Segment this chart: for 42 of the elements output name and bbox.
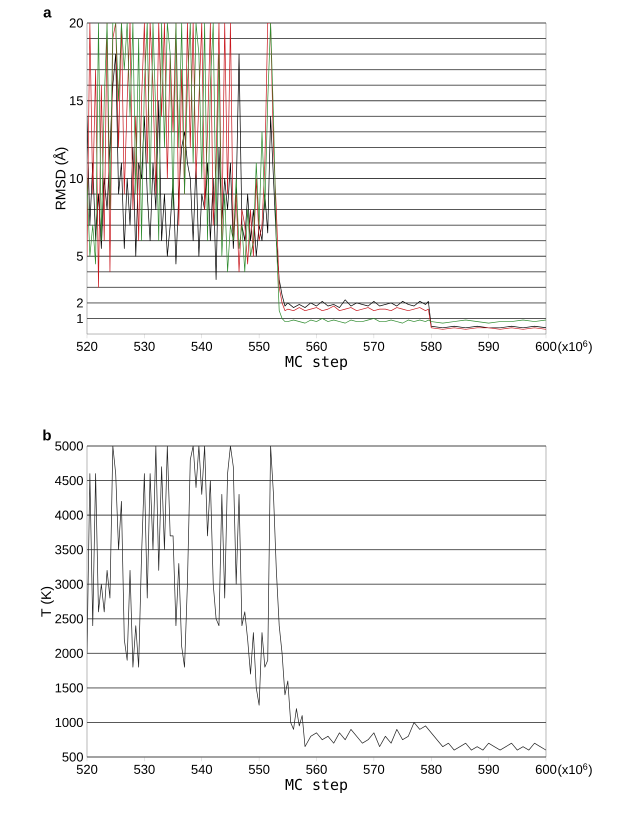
x-tick-label: 530 xyxy=(134,764,155,774)
x-tick-label: 580 xyxy=(420,764,442,774)
y-tick-label: 3000 xyxy=(55,580,83,589)
x-axis-title: MC step xyxy=(286,356,348,370)
x-tick-label: 550 xyxy=(248,342,270,351)
x-tick-label: 600 xyxy=(536,342,556,351)
y-tick-label: 15 xyxy=(70,96,83,106)
x-tick-label: 570 xyxy=(364,342,384,351)
x-tick-label: 600 xyxy=(536,764,556,774)
y-tick-label: 10 xyxy=(70,174,83,184)
x-tick-label: 530 xyxy=(134,342,155,351)
chart-title: b xyxy=(43,430,51,441)
text: (x10$^{6}$) xyxy=(558,340,592,354)
x-tick-label: 520 xyxy=(76,764,98,774)
y-tick-label: 1 xyxy=(77,314,83,323)
y-tick-label: 1000 xyxy=(56,718,83,728)
x-tick-label: 520 xyxy=(76,342,98,351)
x-tick-label: 540 xyxy=(191,342,212,351)
x-tick-label: 590 xyxy=(478,764,499,774)
x-tick-label: 550 xyxy=(248,764,270,774)
y-tick-label: 1500 xyxy=(56,683,83,692)
y-tick-label: 5 xyxy=(76,252,83,261)
x-tick-label: 540 xyxy=(191,764,212,774)
y-tick-label: 5000 xyxy=(55,441,83,451)
y-axis-title: RMSD (Å) xyxy=(53,148,68,210)
y-tick-label: 2 xyxy=(76,298,83,308)
chart-title: a xyxy=(44,9,52,18)
x-tick-label: 560 xyxy=(306,342,327,351)
text: (x10$^{6}$) xyxy=(558,763,592,777)
x-axis-title: MC step xyxy=(286,778,348,793)
y-tick-label: 2000 xyxy=(55,648,83,658)
y-tick-label: 4000 xyxy=(54,510,83,520)
y-tick-label: 20 xyxy=(70,18,83,28)
x-tick-label: 580 xyxy=(420,342,442,351)
x-tick-label: 590 xyxy=(478,342,499,351)
y-axis-title: T (K) xyxy=(40,586,54,617)
x-tick-label: 570 xyxy=(364,764,384,774)
y-tick-label: 3500 xyxy=(55,545,83,554)
y-tick-label: 500 xyxy=(62,752,83,762)
y-tick-label: 4500 xyxy=(54,476,83,486)
x-tick-label: 560 xyxy=(306,764,327,774)
y-tick-label: 2500 xyxy=(55,614,83,624)
